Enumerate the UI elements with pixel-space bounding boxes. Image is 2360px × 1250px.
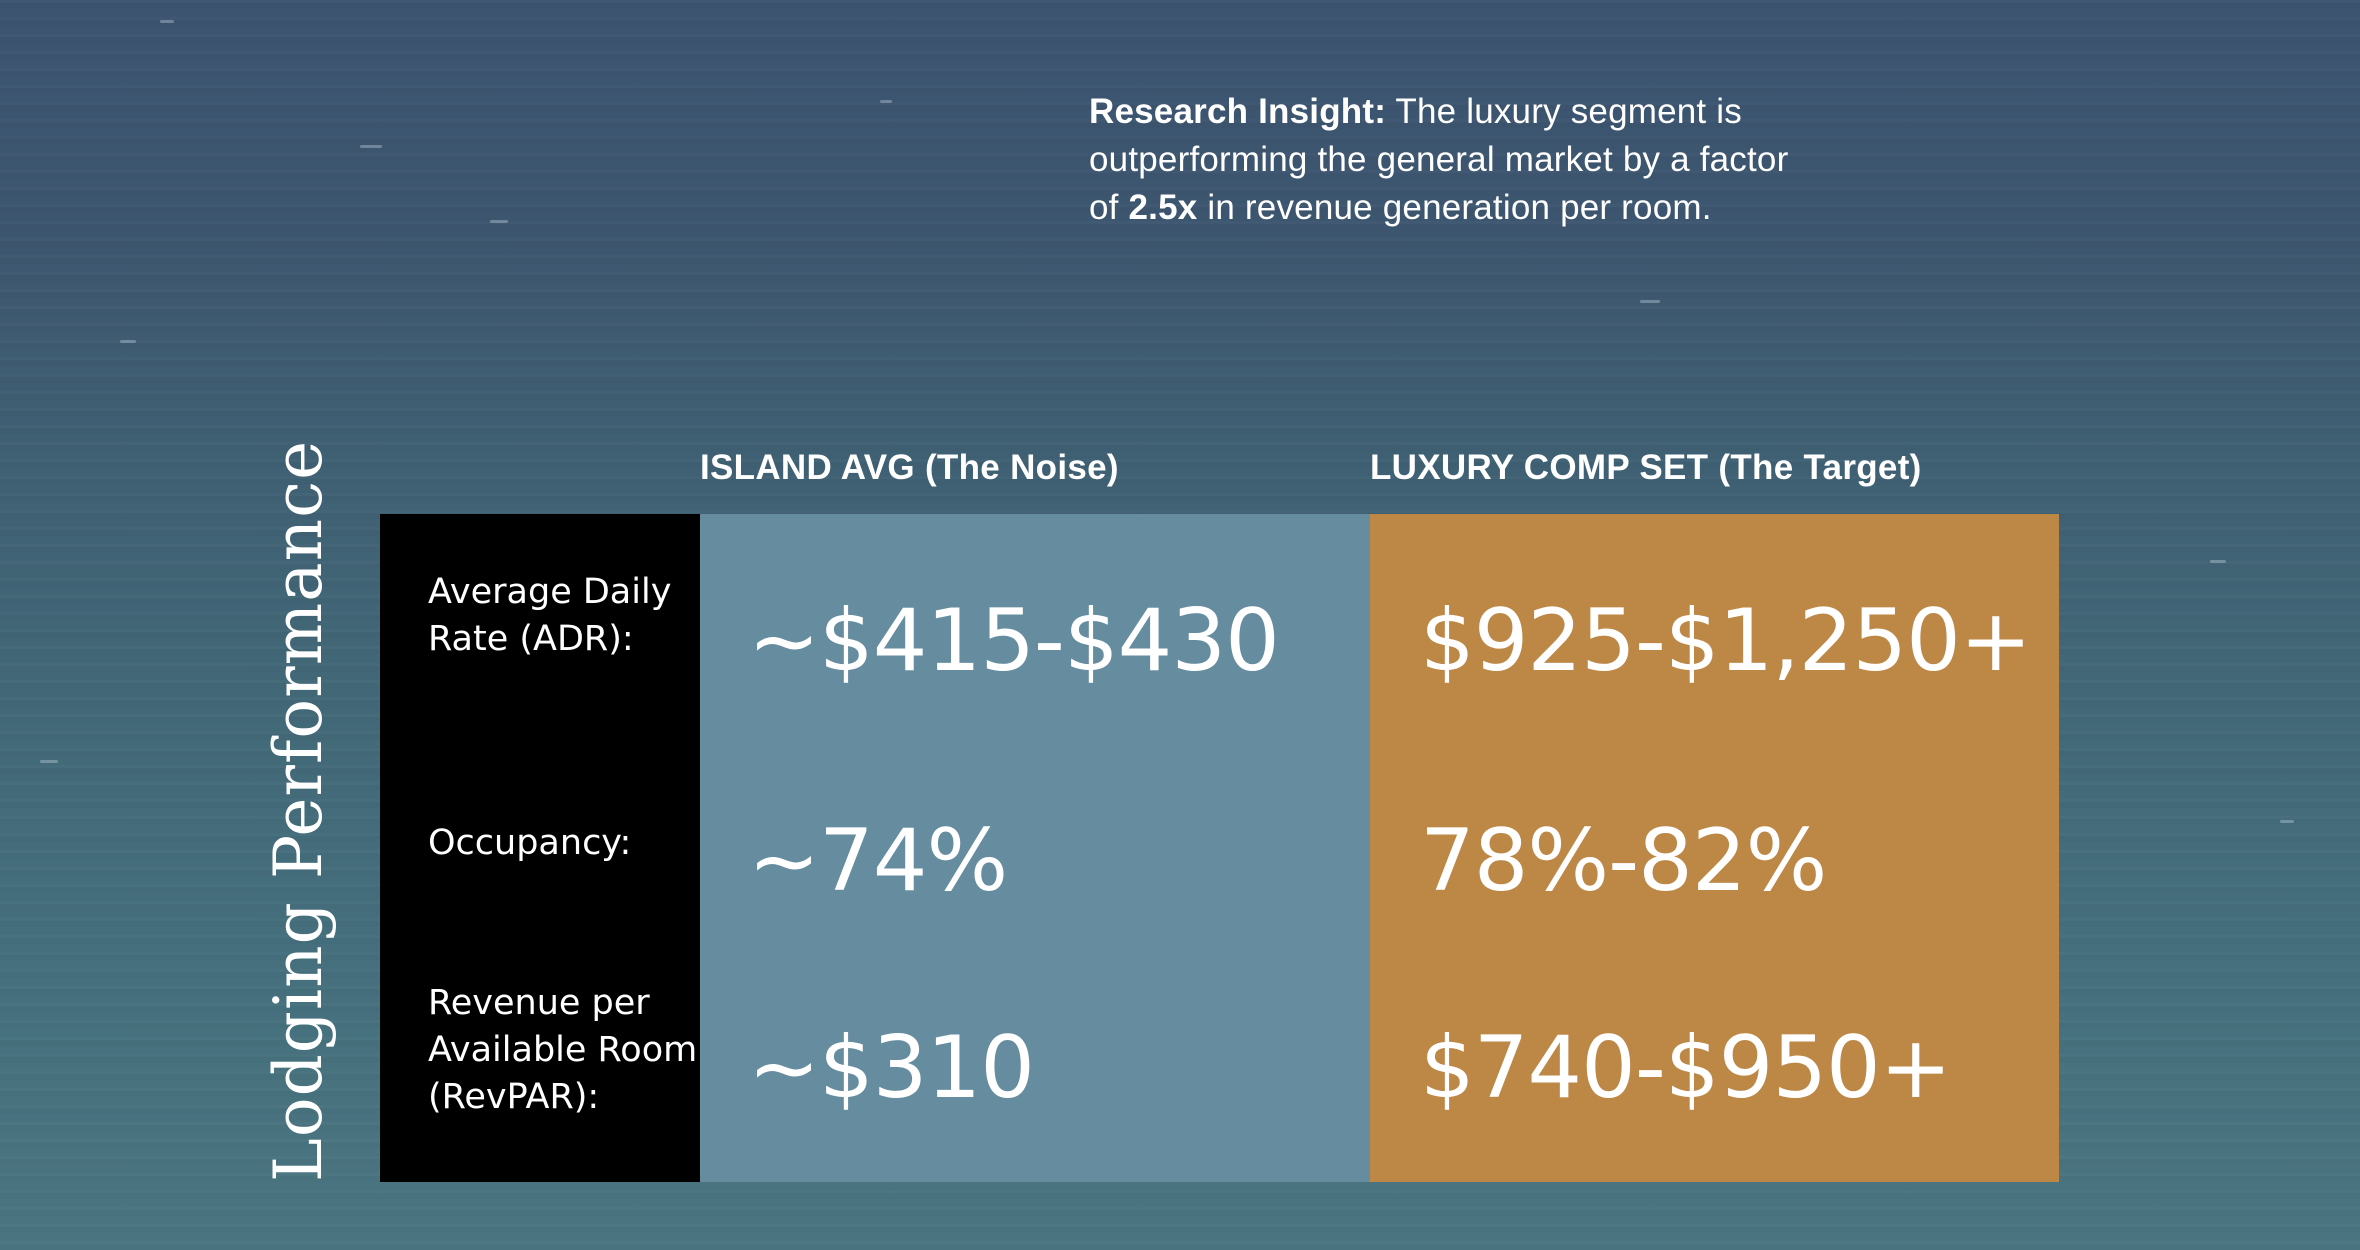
column-header-luxury-comp-set: LUXURY COMP SET (The Target) — [1370, 448, 1922, 487]
background-speck — [2210, 560, 2226, 563]
metric-label-column: Average Daily Rate (ADR): Occupancy: Rev… — [380, 514, 700, 1182]
island-revpar-value: ~$310 — [748, 1018, 1035, 1118]
research-insight: Research Insight: The luxury segment is … — [1089, 88, 1809, 232]
island-avg-column: ~$415-$430 ~74% ~$310 — [700, 514, 1370, 1182]
island-occupancy-value: ~74% — [748, 811, 1008, 911]
background-speck — [490, 220, 508, 223]
island-adr-value: ~$415-$430 — [748, 591, 1280, 691]
lodging-performance-table: Average Daily Rate (ADR): Occupancy: Rev… — [380, 514, 2059, 1182]
page-title: Lodging Performance — [260, 439, 337, 1182]
insight-highlight: 2.5x — [1128, 188, 1198, 227]
background-speck — [2280, 820, 2294, 823]
column-header-island-avg: ISLAND AVG (The Noise) — [700, 448, 1119, 487]
background-speck — [40, 760, 58, 763]
luxury-adr-value: $925-$1,250+ — [1420, 591, 2032, 691]
luxury-occupancy-value: 78%-82% — [1420, 811, 1827, 911]
row-label-revpar: Revenue per Available Room (RevPAR): — [428, 983, 698, 1117]
insight-lead: Research Insight: — [1089, 92, 1387, 131]
background-speck — [880, 100, 892, 103]
background-speck — [1640, 300, 1660, 303]
luxury-comp-set-column: $925-$1,250+ 78%-82% $740-$950+ — [1370, 514, 2059, 1182]
row-label-occupancy: Occupancy: — [428, 823, 632, 863]
luxury-revpar-value: $740-$950+ — [1420, 1018, 1952, 1118]
background-speck — [120, 340, 136, 343]
background-speck — [360, 145, 382, 148]
background-speck — [160, 20, 174, 23]
insight-text-before: The luxury segment is outperforming the … — [1089, 92, 1789, 227]
row-label-adr: Average Daily Rate (ADR): — [428, 572, 672, 659]
insight-text-after: in revenue generation per room. — [1197, 188, 1712, 227]
